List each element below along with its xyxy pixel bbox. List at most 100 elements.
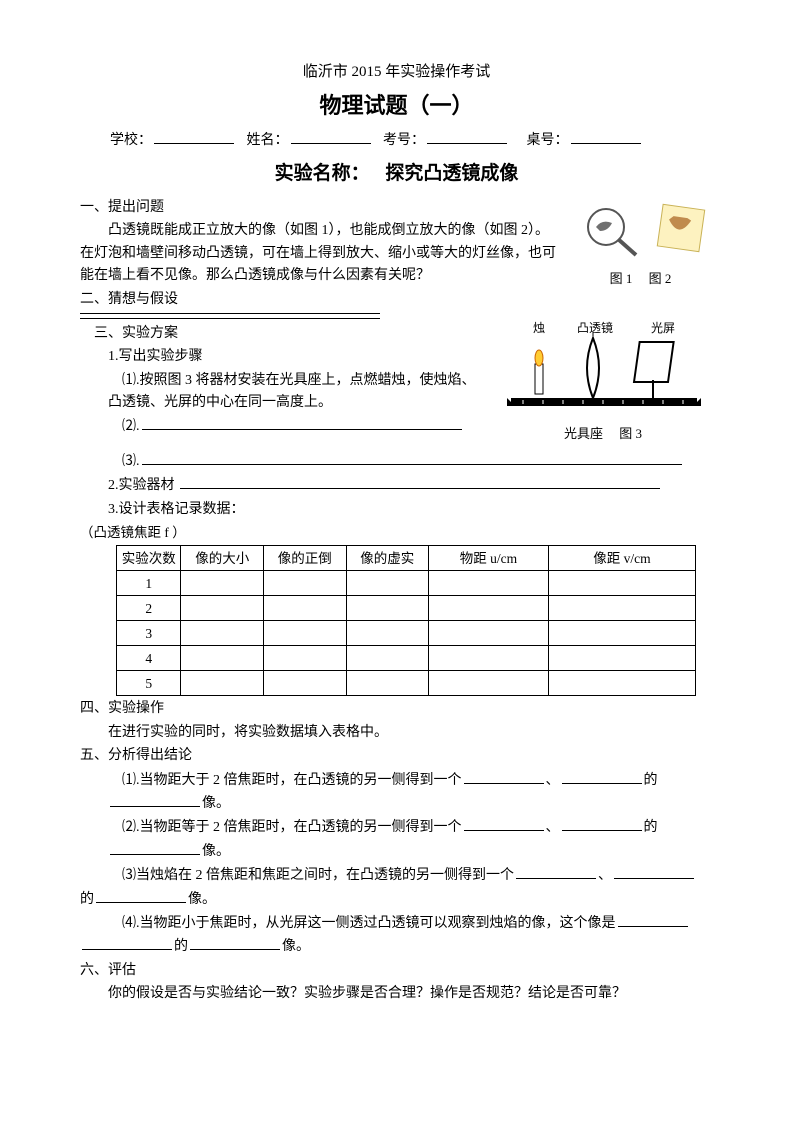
table-cell[interactable] [181, 596, 264, 621]
apparatus-line: 2.实验器材 [80, 474, 713, 497]
section-4-title: 四、实验操作 [80, 698, 713, 720]
table-cell[interactable] [429, 671, 549, 696]
table-header: 实验次数 [117, 546, 181, 571]
table-row: 3 [117, 621, 696, 646]
figure-3-block: 烛 凸透镜 光屏 [493, 318, 713, 445]
fig3-label: 图 3 [619, 426, 642, 441]
table-cell[interactable] [429, 596, 549, 621]
section-6-title: 六、评估 [80, 960, 713, 982]
examid-blank[interactable] [427, 129, 507, 144]
c4-blank3[interactable] [190, 935, 280, 950]
table-header: 像的虚实 [346, 546, 429, 571]
table-cell[interactable] [263, 596, 346, 621]
table-header: 物距 u/cm [429, 546, 549, 571]
section-5-title: 五、分析得出结论 [80, 745, 713, 767]
step-3: ⑶. [80, 450, 713, 473]
table-cell[interactable] [263, 621, 346, 646]
table-cell[interactable]: 3 [117, 621, 181, 646]
table-row: 4 [117, 646, 696, 671]
table-title: 3.设计表格记录数据： [80, 499, 713, 521]
table-cell[interactable] [548, 596, 695, 621]
table-cell[interactable] [181, 621, 264, 646]
table-cell[interactable] [429, 646, 549, 671]
table-cell[interactable] [346, 671, 429, 696]
c2b: 的 [644, 820, 658, 835]
c4b: 的 [174, 939, 188, 954]
c1c: 像。 [202, 796, 230, 811]
c4-blank1[interactable] [618, 912, 688, 927]
apparatus-blank[interactable] [180, 474, 660, 489]
hypothesis-blank-2[interactable] [80, 318, 380, 319]
table-cell[interactable] [263, 571, 346, 596]
step2-prefix: ⑵. [122, 419, 140, 434]
table-cell[interactable] [548, 571, 695, 596]
header-subtitle: 临沂市 2015 年实验操作考试 [80, 60, 713, 84]
c2-blank3[interactable] [110, 840, 200, 855]
desk-label: 桌号： [527, 133, 569, 148]
screen-label-svg: 光屏 [651, 321, 675, 335]
conclusion-1: ⑴.当物距大于 2 倍焦距时，在凸透镜的另一侧得到一个、的像。 [80, 769, 713, 816]
step2-blank[interactable] [142, 415, 462, 430]
c2-blank2[interactable] [562, 816, 642, 831]
student-info-line: 学校： 姓名： 考号： 桌号： [110, 129, 713, 152]
step3-blank[interactable] [142, 450, 682, 465]
table-cell[interactable] [346, 571, 429, 596]
conclusion-2: ⑵.当物距等于 2 倍焦距时，在凸透镜的另一侧得到一个、的像。 [80, 816, 713, 863]
figure-1-2-block: 图 1 图 2 [568, 197, 713, 290]
section-4-body: 在进行实验的同时，将实验数据填入表格中。 [80, 722, 713, 744]
table-cell[interactable]: 2 [117, 596, 181, 621]
fig2-label: 图 2 [649, 271, 672, 286]
table-cell[interactable] [429, 571, 549, 596]
exam-page: 临沂市 2015 年实验操作考试 物理试题（一） 学校： 姓名： 考号： 桌号：… [0, 0, 793, 1122]
table-header: 像距 v/cm [548, 546, 695, 571]
section-2-title: 二、猜想与假设 [80, 289, 713, 311]
table-cell[interactable] [548, 621, 695, 646]
table-cell[interactable]: 5 [117, 671, 181, 696]
exp-name: 探究凸透镜成像 [385, 163, 518, 184]
hypothesis-blank-1[interactable] [80, 313, 380, 314]
table-cell[interactable] [429, 621, 549, 646]
table-header: 像的正倒 [263, 546, 346, 571]
c1-blank3[interactable] [110, 792, 200, 807]
school-blank[interactable] [154, 129, 234, 144]
table-cell[interactable] [181, 671, 264, 696]
table-cell[interactable] [346, 646, 429, 671]
table-cell[interactable]: 4 [117, 646, 181, 671]
c1-blank1[interactable] [464, 769, 544, 784]
name-blank[interactable] [291, 129, 371, 144]
apparatus-title: 2.实验器材 [108, 478, 175, 493]
c3-blank1[interactable] [516, 864, 596, 879]
fig1-fig2-svg [568, 197, 713, 269]
c4c: 像。 [282, 939, 310, 954]
table-cell[interactable] [548, 671, 695, 696]
lens-label-svg: 凸透镜 [577, 320, 613, 335]
table-cell[interactable] [181, 571, 264, 596]
data-table: 实验次数像的大小像的正倒像的虚实物距 u/cm像距 v/cm 12345 [116, 545, 696, 696]
conclusion-3: ⑶当烛焰在 2 倍焦距和焦距之间时，在凸透镜的另一侧得到一个、 的像。 [80, 864, 713, 911]
c4-blank2[interactable] [82, 935, 172, 950]
table-cell[interactable] [181, 646, 264, 671]
c1b: 的 [644, 773, 658, 788]
bench-label: 光具座 [564, 426, 603, 441]
c3-blank3[interactable] [96, 888, 186, 903]
focal-length-label: （凸透镜焦距 f ） [80, 522, 713, 544]
step3-prefix: ⑶. [122, 454, 140, 469]
exp-name-label: 实验名称： [275, 163, 370, 184]
table-cell[interactable] [263, 671, 346, 696]
c3c: 像。 [188, 892, 216, 907]
fig1-label: 图 1 [610, 271, 633, 286]
table-cell[interactable] [548, 646, 695, 671]
desk-blank[interactable] [571, 129, 641, 144]
section-6-body: 你的假设是否与实验结论一致？实验步骤是否合理？操作是否规范？结论是否可靠？ [80, 983, 713, 1005]
table-cell[interactable] [263, 646, 346, 671]
c2c: 像。 [202, 844, 230, 859]
table-cell[interactable]: 1 [117, 571, 181, 596]
c1-blank2[interactable] [562, 769, 642, 784]
c3-blank2[interactable] [614, 864, 694, 879]
name-label: 姓名： [247, 133, 289, 148]
table-cell[interactable] [346, 596, 429, 621]
table-cell[interactable] [346, 621, 429, 646]
c2-blank1[interactable] [464, 816, 544, 831]
table-row: 2 [117, 596, 696, 621]
table-row: 5 [117, 671, 696, 696]
